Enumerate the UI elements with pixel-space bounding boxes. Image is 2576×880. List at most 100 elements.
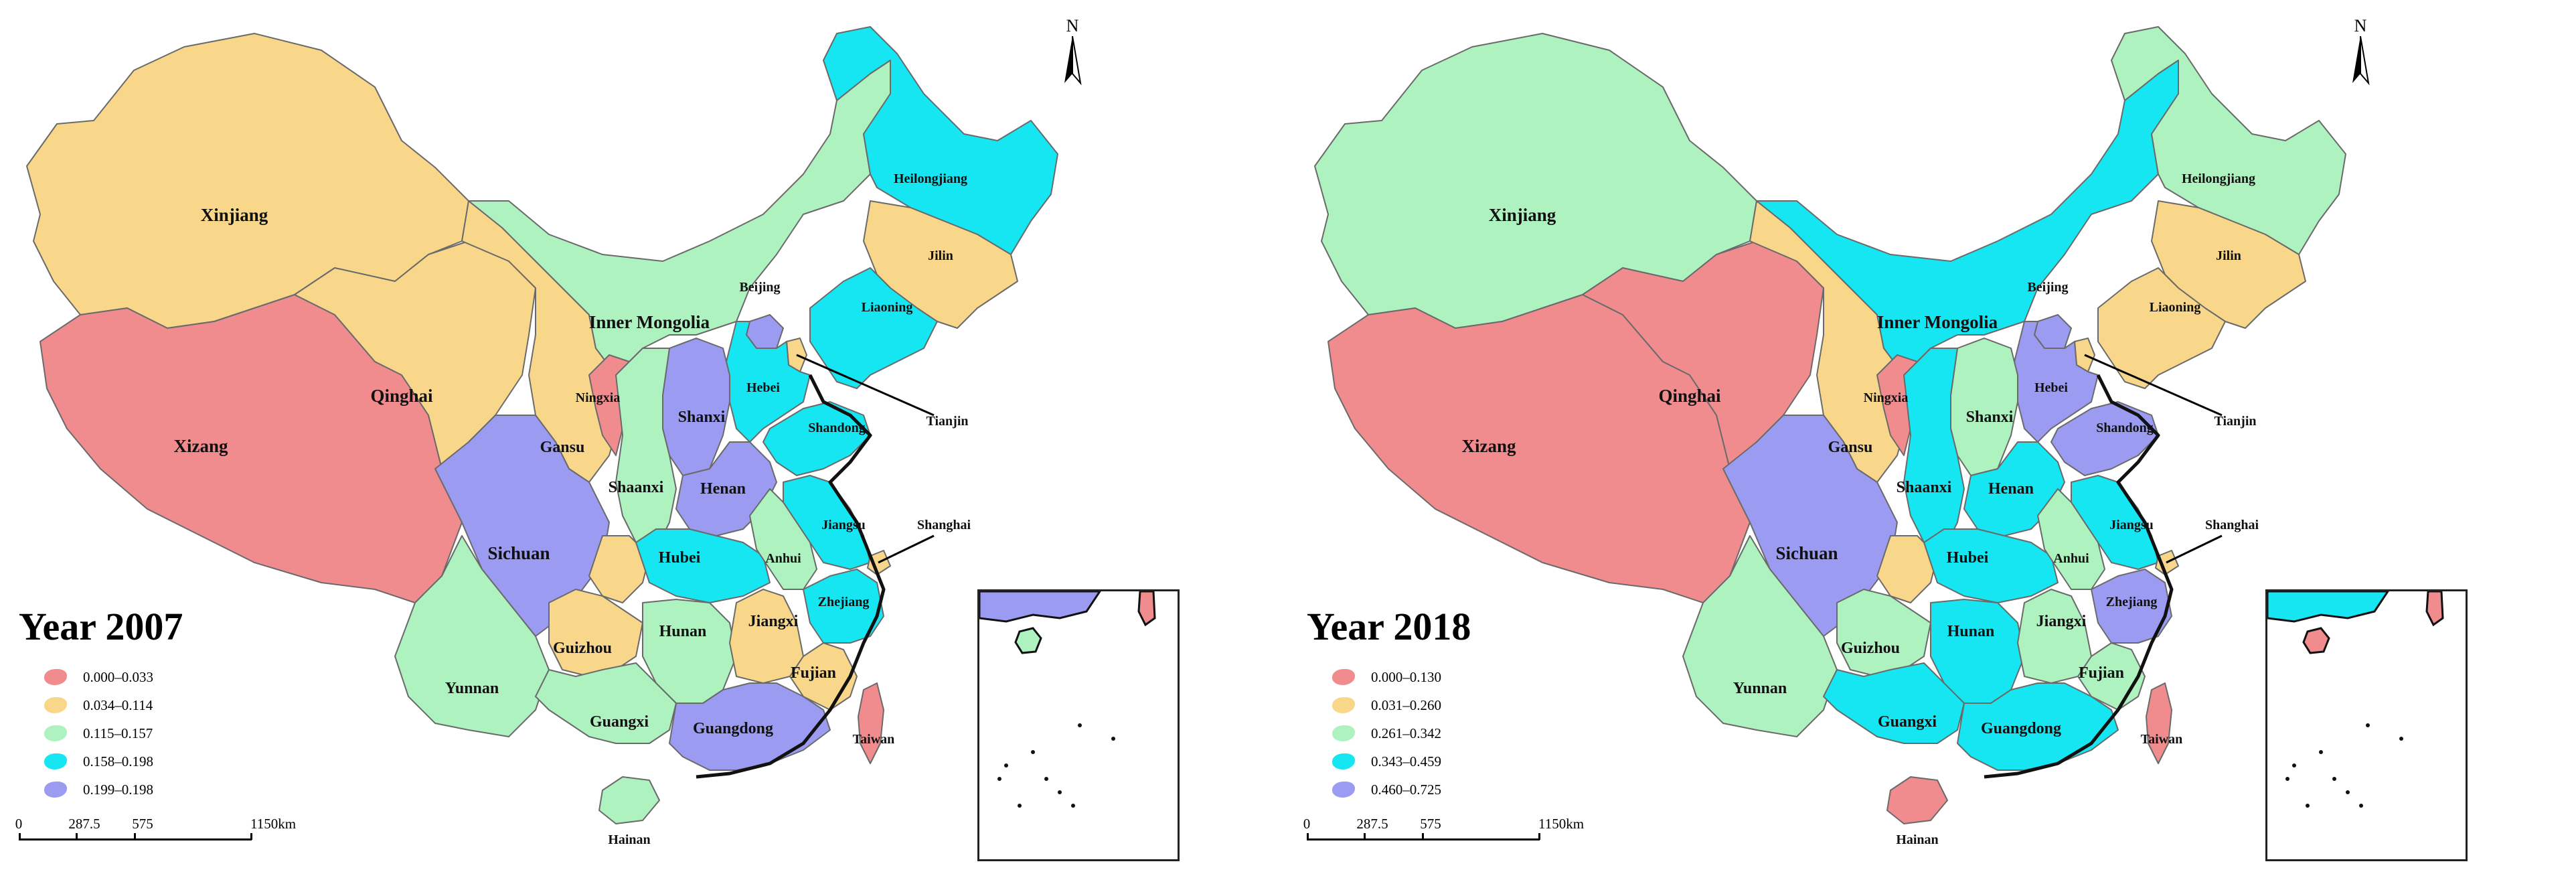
leader-line — [2084, 354, 2223, 417]
label-zhejiang: Zhejiang — [818, 595, 870, 609]
label-gansu: Gansu — [540, 439, 585, 456]
legend-swatch — [44, 753, 67, 769]
inset-map — [979, 591, 1156, 808]
inset-island — [1078, 723, 1082, 727]
inset-taiwan — [1137, 591, 1156, 627]
legend-item: 0.115–0.157 — [44, 719, 153, 747]
province-guangdong — [669, 682, 831, 771]
inset-island — [1111, 737, 1115, 741]
coastline — [1984, 374, 2174, 779]
inset-island — [2306, 804, 2310, 808]
label-shandong: Shandong — [808, 421, 866, 435]
label-shanxi: Shanxi — [678, 409, 726, 426]
leader-line — [2166, 534, 2223, 564]
scale-bar: 0 287.5 575 1150km — [15, 816, 300, 845]
map-panel-2007: Xinjiang Xizang Qinghai Gansu Ningxia Inner M… — [15, 16, 1180, 861]
legend-swatch — [44, 669, 67, 685]
label-tianjin: Tianjin — [2215, 414, 2257, 429]
label-anhui: Anhui — [765, 551, 801, 566]
label-henan: Henan — [700, 480, 746, 498]
label-hubei: Hubei — [1947, 549, 1989, 567]
label-taiwan: Taiwan — [853, 732, 895, 747]
legend-label: 0.199–0.198 — [83, 781, 153, 798]
year-title: Year 2007 — [19, 605, 183, 648]
legend-item: 0.261–0.342 — [1332, 719, 1441, 747]
province-zhejiang — [2091, 569, 2172, 644]
label-liaoning: Liaoning — [2150, 300, 2201, 315]
legend-item: 0.343–0.459 — [1332, 747, 1441, 776]
leader-line — [878, 534, 935, 564]
inset-island — [997, 777, 1001, 781]
legend-item: 0.000–0.130 — [1332, 663, 1441, 691]
province-zhejiang — [803, 569, 884, 644]
legend-swatch — [44, 697, 67, 713]
province-qinghai — [1582, 240, 1824, 469]
label-jiangxi: Jiangxi — [2036, 613, 2087, 630]
legend: 0.000–0.130 0.031–0.260 0.261–0.342 0.34… — [1332, 663, 1441, 804]
label-jilin: Jilin — [928, 248, 953, 263]
legend-label: 0.460–0.725 — [1371, 781, 1441, 798]
label-gansu: Gansu — [1828, 439, 1873, 456]
inset-island — [1031, 750, 1035, 754]
label-beijing: Beijing — [2027, 280, 2068, 295]
legend-item: 0.000–0.033 — [44, 663, 153, 691]
scale-tick — [76, 833, 78, 840]
label-liaoning: Liaoning — [862, 300, 913, 315]
province-liaoning — [2097, 267, 2226, 389]
legend-label: 0.000–0.033 — [83, 668, 153, 685]
legend-swatch — [1332, 782, 1355, 798]
label-guangxi: Guangxi — [590, 713, 649, 731]
label-hubei: Hubei — [659, 549, 701, 567]
label-xinjiang: Xinjiang — [1489, 205, 1556, 225]
legend-swatch — [1332, 669, 1355, 685]
province-taiwan — [858, 682, 884, 764]
label-jiangsu: Jiangsu — [821, 518, 866, 532]
label-zhejiang: Zhejiang — [2106, 595, 2158, 609]
legend-label: 0.034–0.114 — [83, 696, 153, 713]
province-chongqing — [588, 535, 650, 603]
label-qinghai: Qinghai — [370, 386, 433, 406]
inset-island — [1058, 790, 1062, 794]
inset-island — [2399, 737, 2403, 741]
label-inner-mongolia: Inner Mongolia — [589, 312, 710, 332]
label-guangdong: Guangdong — [693, 720, 773, 737]
inset-island — [2359, 804, 2363, 808]
scale-label: 575 — [1420, 816, 1441, 832]
label-hebei: Hebei — [746, 380, 780, 395]
scale-tick — [250, 833, 252, 840]
china-map-2018: Xinjiang Xizang Qinghai Gansu Ningxia Inner M… — [1314, 26, 2346, 847]
province-anhui — [749, 488, 817, 590]
china-map-2007: Xinjiang Xizang Qinghai Gansu Ningxia Inner M… — [26, 26, 1058, 847]
legend-swatch — [1332, 697, 1355, 713]
inset-island — [1018, 804, 1022, 808]
label-fujian: Fujian — [791, 664, 836, 682]
label-sichuan: Sichuan — [487, 543, 550, 563]
province-hainan — [1886, 776, 1948, 824]
inset-hainan — [1014, 627, 1042, 654]
legend-item: 0.031–0.260 — [1332, 691, 1441, 719]
label-hainan: Hainan — [608, 832, 650, 847]
inset-island — [1004, 763, 1008, 767]
inset-island — [2346, 790, 2350, 794]
legend-label: 0.000–0.130 — [1371, 668, 1441, 685]
label-xinjiang: Xinjiang — [201, 205, 268, 225]
scale-label: 0 — [1303, 816, 1311, 832]
inset-island — [2319, 750, 2323, 754]
scale-label: 0 — [15, 816, 23, 832]
label-ningxia: Ningxia — [576, 390, 621, 405]
label-heilongjiang: Heilongjiang — [894, 171, 967, 186]
label-yunnan: Yunnan — [445, 680, 499, 697]
year-title: Year 2018 — [1307, 605, 1471, 648]
scale-label: 1150km — [1538, 816, 1585, 832]
legend-swatch — [44, 782, 67, 798]
label-fujian: Fujian — [2079, 664, 2124, 682]
scale-tick — [1538, 833, 1540, 840]
label-sichuan: Sichuan — [1775, 543, 1838, 563]
province-shaanxi — [615, 348, 677, 550]
label-guizhou: Guizhou — [1841, 640, 1900, 657]
province-guangdong — [1957, 682, 2119, 771]
province-qinghai — [294, 240, 536, 469]
legend: 0.000–0.033 0.034–0.114 0.115–0.157 0.15… — [44, 663, 153, 804]
province-shandong — [762, 401, 871, 476]
south-china-sea-inset — [977, 589, 1180, 861]
